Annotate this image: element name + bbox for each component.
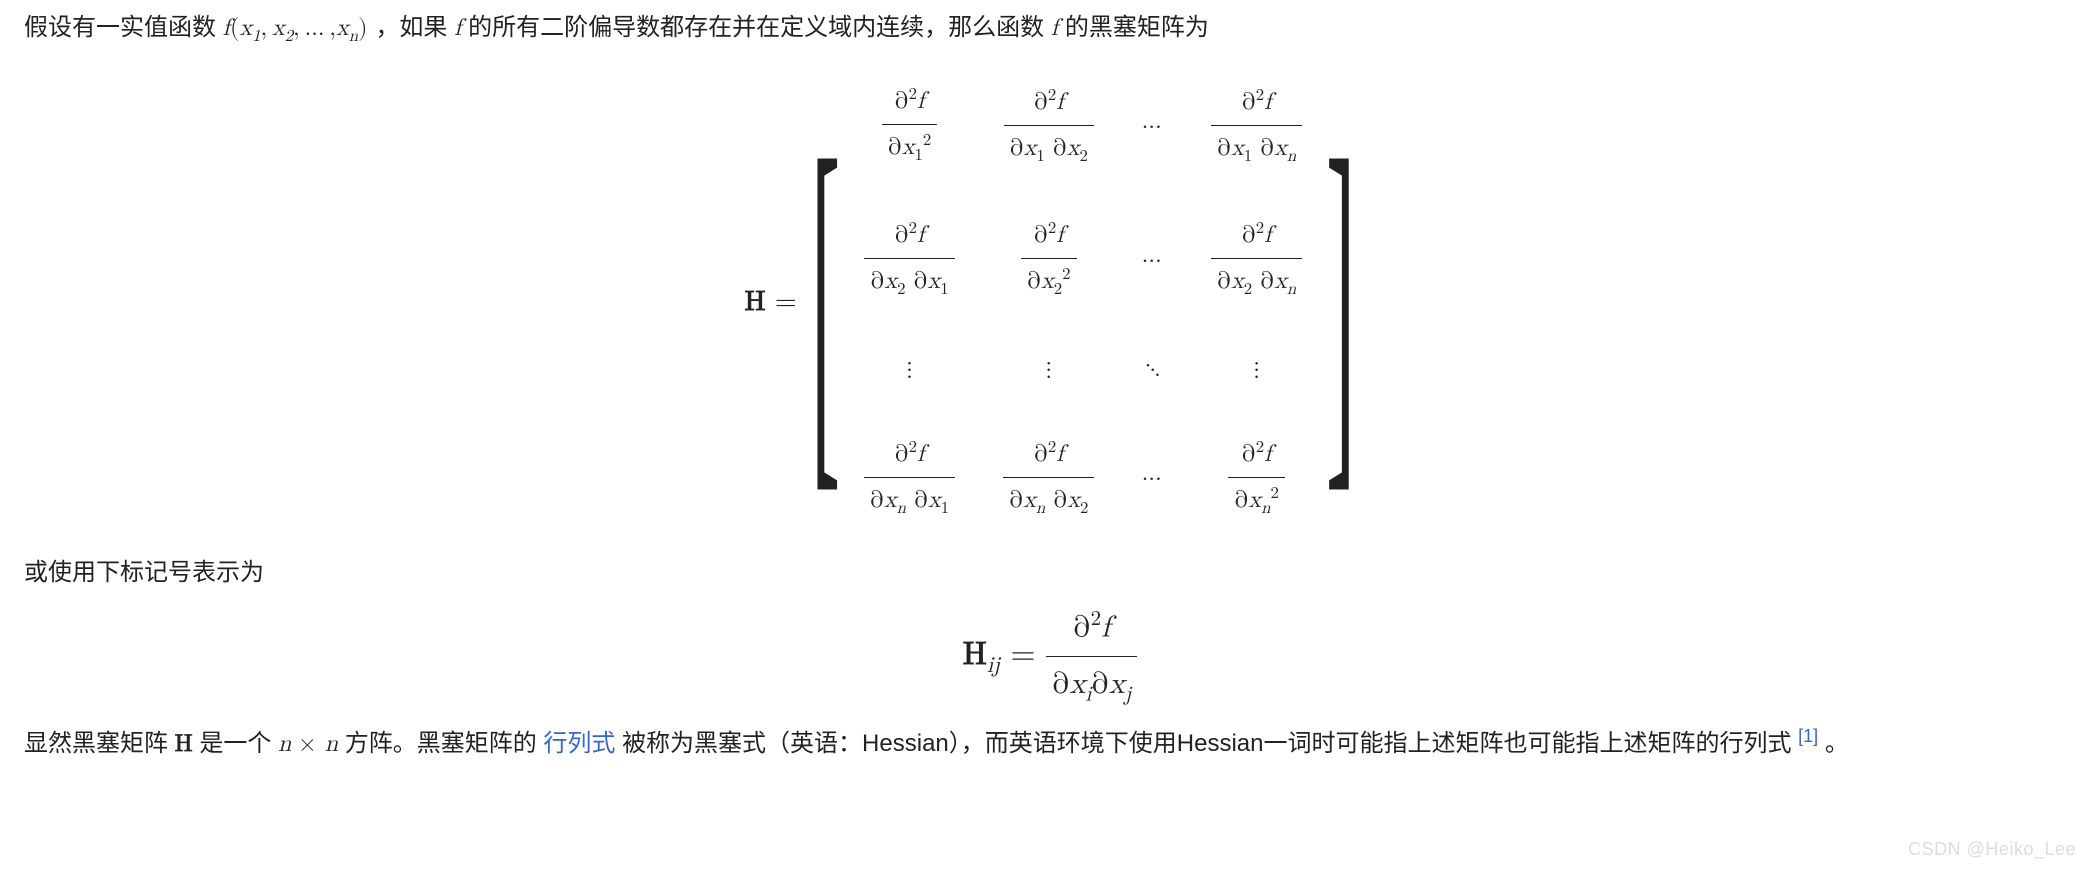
paragraph-intro: 假设有一实值函数 f(x1, x2, … ,xn) ，如果 f 的所有二阶偏导数…	[24, 8, 2076, 51]
math-n: n	[325, 732, 338, 756]
paragraph-conclusion: 显然黑塞矩阵 H 是一个 n × n 方阵。黑塞矩阵的 行列式 被称为黑塞式（英…	[24, 721, 2076, 765]
text: 是一个	[199, 730, 271, 757]
watermark: CSDN @Heiko_Lee	[1908, 834, 2076, 865]
math-H: H	[175, 732, 193, 756]
equation-hessian-matrix: H = [ ∂2f∂x12 ∂2f∂x1 ∂x2 ⋯ ∂2f∂x1 ∂xn ∂2…	[24, 59, 2076, 545]
text: 的黑塞矩阵为	[1065, 14, 1209, 41]
hessian-table: ∂2f∂x12 ∂2f∂x1 ∂x2 ⋯ ∂2f∂x1 ∂xn ∂2f∂x2 ∂…	[840, 59, 1326, 545]
text: 。	[1825, 730, 1849, 757]
math-f-args: f(x1, x2, … ,xn)	[223, 16, 376, 40]
link-determinant[interactable]: 行列式	[543, 730, 615, 757]
left-bracket: [	[811, 102, 840, 502]
math-f: f	[1051, 16, 1058, 40]
text: ，如果	[375, 14, 454, 41]
math-f: f	[454, 16, 461, 40]
math-times: ×	[298, 732, 325, 756]
text: 被称为黑塞式（英语：Hessian），而英语环境下使用Hessian一词时可能指…	[622, 730, 1791, 757]
text: 显然黑塞矩阵	[24, 730, 175, 757]
math-n: n	[278, 732, 291, 756]
text: 方阵。黑塞矩阵的	[345, 730, 537, 757]
text: 的所有二阶偏导数都存在并在定义域内连续，那么函数	[468, 14, 1044, 41]
equation-hij: Hij = ∂2f ∂xi∂xj	[24, 602, 2076, 713]
citation-link[interactable]: [1]	[1798, 726, 1818, 746]
paragraph-subscript-intro: 或使用下标记号表示为	[24, 553, 2076, 594]
text: 假设有一实值函数	[24, 14, 216, 41]
right-bracket: ]	[1326, 102, 1355, 502]
